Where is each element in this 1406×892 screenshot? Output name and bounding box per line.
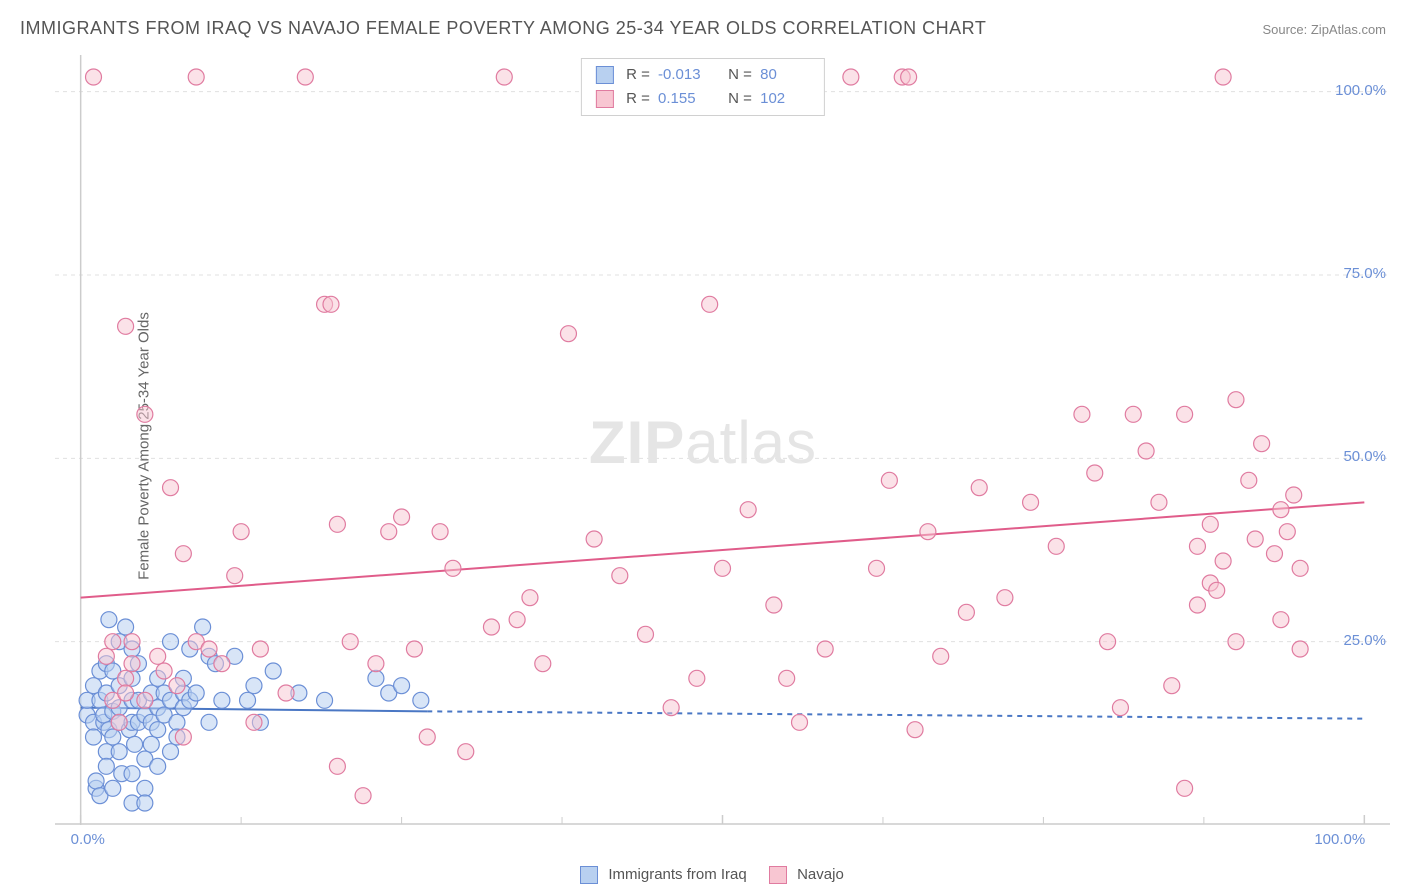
r-value-iraq: -0.013	[658, 63, 708, 87]
legend-row-iraq: R = -0.013 N = 80	[596, 63, 810, 87]
ytick-label: 25.0%	[1343, 632, 1386, 649]
legend-swatch-navajo	[596, 90, 614, 108]
plot-svg	[55, 55, 1390, 825]
series-legend: Immigrants from Iraq Navajo	[0, 866, 1406, 884]
xtick-label: 0.0%	[71, 831, 105, 848]
n-value-navajo: 102	[760, 87, 810, 111]
n-label: N =	[728, 66, 752, 83]
r-label: R =	[626, 90, 650, 107]
source-label: Source: ZipAtlas.com	[1262, 22, 1386, 37]
legend-label-iraq: Immigrants from Iraq	[608, 866, 746, 883]
xtick-label: 100.0%	[1314, 831, 1365, 848]
correlation-legend: R = -0.013 N = 80 R = 0.155 N = 102	[581, 58, 825, 116]
legend-row-navajo: R = 0.155 N = 102	[596, 87, 810, 111]
plot-area	[55, 55, 1390, 825]
chart-container: IMMIGRANTS FROM IRAQ VS NAVAJO FEMALE PO…	[0, 0, 1406, 892]
r-value-navajo: 0.155	[658, 87, 708, 111]
legend-swatch-iraq	[596, 66, 614, 84]
n-value-iraq: 80	[760, 63, 810, 87]
ytick-label: 50.0%	[1343, 448, 1386, 465]
legend-swatch-iraq	[580, 866, 598, 884]
n-label: N =	[728, 90, 752, 107]
chart-title: IMMIGRANTS FROM IRAQ VS NAVAJO FEMALE PO…	[20, 18, 986, 39]
legend-label-navajo: Navajo	[797, 866, 844, 883]
ytick-label: 100.0%	[1335, 82, 1386, 99]
ytick-label: 75.0%	[1343, 265, 1386, 282]
legend-swatch-navajo	[769, 866, 787, 884]
r-label: R =	[626, 66, 650, 83]
